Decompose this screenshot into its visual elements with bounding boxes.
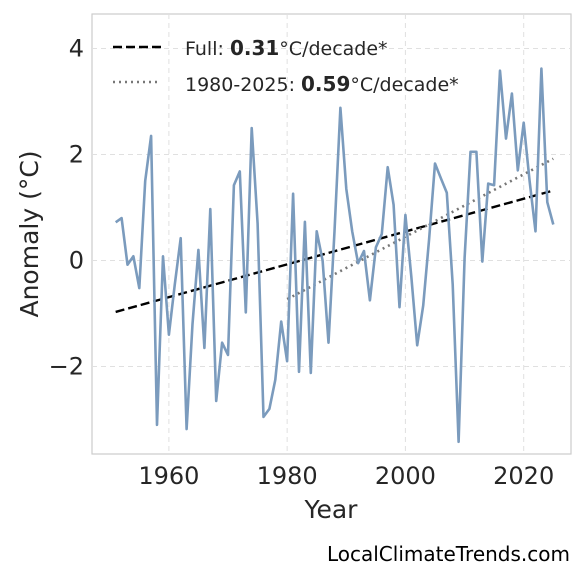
- legend-full-suffix: °C/decade*: [279, 38, 387, 60]
- legend-full-value: 0.31: [230, 36, 279, 60]
- plot-frame: [91, 13, 572, 455]
- x-axis-ticks: 1960 1980 2000 2020: [138, 462, 554, 490]
- y-axis-label: Anomaly (°C): [15, 150, 44, 317]
- legend-full-prefix: Full:: [185, 38, 230, 60]
- legend-entry-recent: 1980-2025: 0.59°C/decade*: [185, 72, 459, 96]
- series-layer: [114, 67, 555, 444]
- y-tick-label: −2: [49, 353, 84, 381]
- x-tick-label: 1960: [138, 462, 199, 490]
- x-tick-label: 2020: [493, 462, 554, 490]
- y-axis-ticks: 4 2 0 −2: [49, 34, 84, 380]
- legend-entry-full: Full: 0.31°C/decade*: [185, 36, 388, 60]
- anomaly-series-line: [114, 67, 555, 444]
- legend-recent-suffix: °C/decade*: [350, 74, 458, 96]
- legend-recent-value: 0.59: [301, 72, 350, 96]
- x-tick-label: 1980: [257, 462, 318, 490]
- y-tick-label: 4: [69, 34, 84, 62]
- watermark: LocalClimateTrends.com: [327, 542, 570, 566]
- x-axis-label: Year: [304, 495, 359, 524]
- x-tick-label: 2000: [375, 462, 436, 490]
- legend-recent-prefix: 1980-2025:: [185, 74, 301, 96]
- y-tick-label: 2: [69, 140, 84, 168]
- trendline-recent: [286, 157, 554, 301]
- legend: Full: 0.31°C/decade* 1980-2025: 0.59°C/d…: [113, 36, 459, 96]
- y-tick-label: 0: [69, 247, 84, 275]
